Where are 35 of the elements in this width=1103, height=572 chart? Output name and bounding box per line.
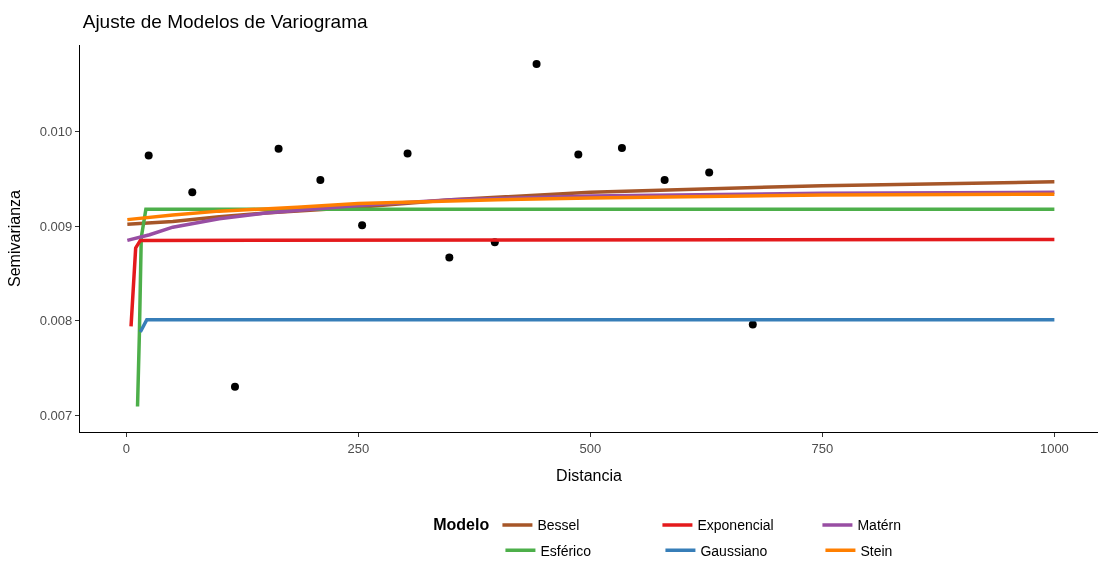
point [748, 320, 757, 329]
point [705, 168, 714, 177]
chart-title: Ajuste de Modelos de Variograma [82, 10, 368, 32]
x-tick-label: 1000 [1039, 440, 1069, 456]
legend-label: Matérn [857, 517, 902, 534]
legend-label: Stein [860, 542, 893, 559]
point [274, 144, 283, 153]
point [660, 175, 669, 184]
x-axis-title: Distancia [556, 467, 622, 485]
point [358, 221, 367, 230]
y-tick-label: 0.007 [39, 407, 73, 423]
legend-label: Esférico [540, 542, 592, 559]
point [445, 253, 454, 262]
x-tick-label: 250 [347, 440, 370, 456]
y-tick-label: 0.008 [39, 313, 73, 329]
line-series [129, 237, 1057, 329]
point [188, 188, 197, 197]
x-tick-label: 750 [811, 440, 834, 456]
y-tick-label: 0.010 [39, 124, 73, 140]
point [617, 143, 626, 152]
legend-title: Modelo [433, 516, 490, 534]
y-tick-label: 0.009 [39, 218, 73, 234]
legend-label: Gaussiano [700, 542, 768, 559]
point [316, 175, 325, 184]
x-tick-label: 0 [122, 440, 131, 456]
line-series [125, 192, 1057, 222]
x-tick-label: 500 [579, 440, 602, 456]
point [574, 150, 583, 159]
legend-label: Bessel [537, 517, 580, 534]
point [144, 151, 153, 160]
point [403, 149, 412, 158]
legend-label: Exponencial [697, 517, 774, 534]
point [230, 382, 239, 391]
point [532, 59, 541, 68]
y-axis-title: Semivarianza [5, 189, 23, 287]
